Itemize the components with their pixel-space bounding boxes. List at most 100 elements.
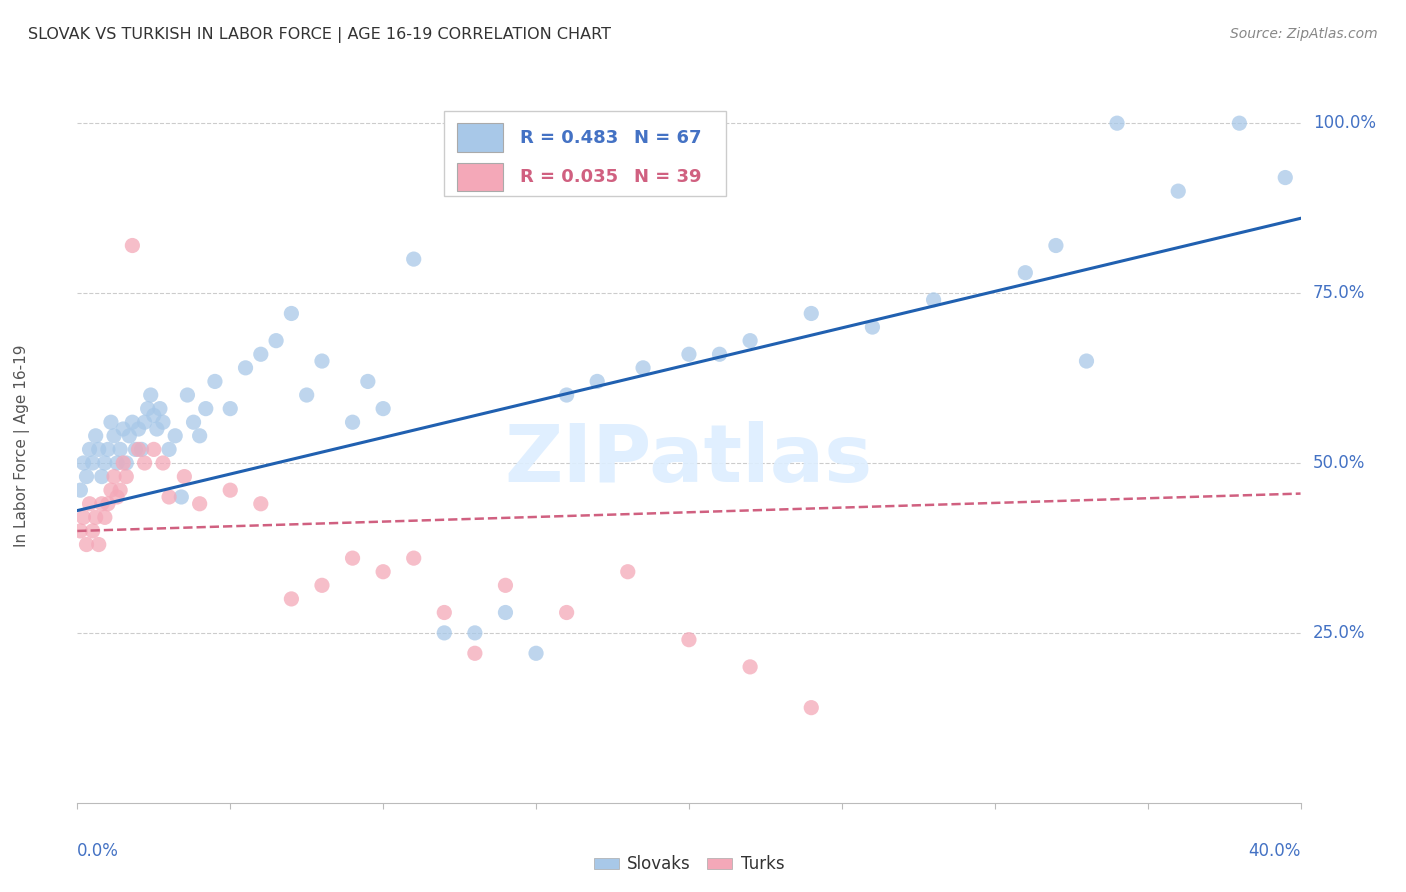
Point xyxy=(121,415,143,429)
Point xyxy=(142,409,165,423)
Point xyxy=(108,483,131,498)
Point xyxy=(105,490,128,504)
Point xyxy=(90,469,112,483)
Point xyxy=(800,700,823,714)
Point xyxy=(464,626,486,640)
Point xyxy=(134,456,156,470)
Point xyxy=(149,401,172,416)
Point xyxy=(112,456,135,470)
Point xyxy=(295,388,318,402)
Text: Source: ZipAtlas.com: Source: ZipAtlas.com xyxy=(1230,27,1378,41)
Point xyxy=(79,442,101,457)
Point xyxy=(740,334,762,348)
Point xyxy=(250,347,273,361)
Text: ZIPatlas: ZIPatlas xyxy=(505,421,873,500)
Point xyxy=(79,497,101,511)
Point xyxy=(152,415,174,429)
Text: N = 67: N = 67 xyxy=(634,128,702,146)
Point xyxy=(204,375,226,389)
Text: 100.0%: 100.0% xyxy=(1313,114,1376,132)
Point xyxy=(1014,266,1036,280)
Point xyxy=(495,606,517,620)
Point xyxy=(1076,354,1098,368)
FancyBboxPatch shape xyxy=(457,162,503,191)
Point xyxy=(165,429,187,443)
Point xyxy=(72,456,94,470)
Point xyxy=(311,578,333,592)
Point xyxy=(555,606,578,620)
Point xyxy=(678,347,700,361)
Point xyxy=(1167,184,1189,198)
Point xyxy=(433,626,456,640)
Point xyxy=(124,442,146,457)
Point xyxy=(72,510,94,524)
Point xyxy=(678,632,700,647)
Text: 75.0%: 75.0% xyxy=(1313,284,1365,302)
Point xyxy=(157,490,180,504)
Text: N = 39: N = 39 xyxy=(634,168,702,186)
Point xyxy=(371,401,394,416)
Point xyxy=(103,429,125,443)
Point xyxy=(97,497,120,511)
Point xyxy=(146,422,169,436)
Point xyxy=(250,497,273,511)
Point xyxy=(1045,238,1067,252)
Point xyxy=(136,401,159,416)
Point xyxy=(371,565,394,579)
Text: R = 0.035: R = 0.035 xyxy=(520,168,619,186)
Point xyxy=(188,429,211,443)
Point xyxy=(131,442,153,457)
Text: 50.0%: 50.0% xyxy=(1313,454,1365,472)
Point xyxy=(235,360,257,375)
Text: R = 0.483: R = 0.483 xyxy=(520,128,619,146)
Point xyxy=(127,442,149,457)
Point xyxy=(862,320,884,334)
Point xyxy=(617,565,640,579)
Point xyxy=(118,429,141,443)
Text: 40.0%: 40.0% xyxy=(1249,842,1301,860)
Point xyxy=(82,524,104,538)
Point xyxy=(173,469,195,483)
Point xyxy=(740,660,762,674)
Point xyxy=(100,415,122,429)
Point xyxy=(264,334,287,348)
Point xyxy=(105,456,128,470)
Point xyxy=(127,422,149,436)
Point xyxy=(176,388,198,402)
Point xyxy=(219,483,242,498)
Point xyxy=(219,401,242,416)
Point xyxy=(402,252,425,266)
Point xyxy=(90,497,112,511)
Point xyxy=(152,456,174,470)
Point xyxy=(188,497,211,511)
Point xyxy=(94,510,117,524)
Point xyxy=(524,646,547,660)
Point xyxy=(87,537,110,551)
Point xyxy=(342,551,364,566)
Point xyxy=(134,415,156,429)
Point xyxy=(280,591,302,606)
Text: 0.0%: 0.0% xyxy=(77,842,120,860)
FancyBboxPatch shape xyxy=(457,123,503,152)
Point xyxy=(194,401,217,416)
Point xyxy=(121,238,143,252)
Point xyxy=(76,469,98,483)
Point xyxy=(103,469,125,483)
Point xyxy=(402,551,425,566)
Text: In Labor Force | Age 16-19: In Labor Force | Age 16-19 xyxy=(14,344,31,548)
Legend: Slovaks, Turks: Slovaks, Turks xyxy=(586,849,792,880)
Point xyxy=(94,456,117,470)
Point xyxy=(84,510,107,524)
Point xyxy=(922,293,945,307)
Point xyxy=(709,347,731,361)
Point xyxy=(115,469,138,483)
Point xyxy=(555,388,578,402)
Point xyxy=(108,442,131,457)
Point xyxy=(97,442,120,457)
Point xyxy=(112,422,135,436)
Point xyxy=(76,537,98,551)
Point xyxy=(115,456,138,470)
Point xyxy=(311,354,333,368)
Point xyxy=(280,306,302,320)
Point xyxy=(1107,116,1129,130)
